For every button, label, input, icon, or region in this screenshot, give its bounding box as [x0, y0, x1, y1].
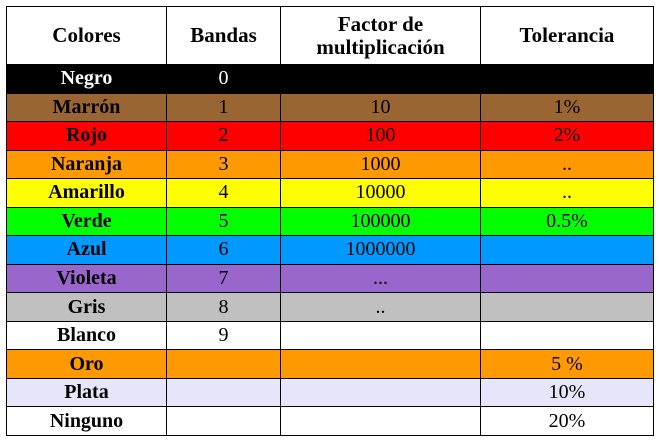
- cell-factor: [280, 349, 481, 379]
- table-row: Ninguno 20%: [6, 406, 654, 436]
- cell-color: Amarillo: [6, 178, 167, 208]
- cell-color: Blanco: [6, 320, 167, 351]
- cell-color: Violeta: [6, 263, 167, 294]
- table-row: Oro 5 %: [6, 349, 654, 379]
- cell-banda: 8: [166, 292, 281, 322]
- cell-tolerancia: ..: [480, 149, 654, 180]
- cell-color: Verde: [6, 206, 167, 237]
- table-row: Verde 5 100000 0.5%: [6, 206, 654, 237]
- cell-color: Marrón: [6, 92, 167, 123]
- table-row: Rojo 2 100 2%: [6, 121, 654, 151]
- cell-color: Ninguno: [6, 406, 167, 436]
- cell-factor: [280, 377, 481, 408]
- cell-factor: 10: [280, 92, 481, 123]
- cell-tolerancia: 0.5%: [480, 206, 654, 237]
- cell-factor: 100000: [280, 206, 481, 237]
- header-bandas: Bandas: [166, 6, 281, 65]
- table-row: Amarillo 4 10000..: [6, 178, 654, 208]
- cell-factor: 100: [280, 121, 481, 151]
- cell-tolerancia: [480, 292, 654, 322]
- cell-factor: 10000: [280, 178, 481, 208]
- table-row: Naranja 3 1000..: [6, 149, 654, 180]
- cell-tolerancia: ..: [480, 178, 654, 208]
- cell-color: Naranja: [6, 149, 167, 180]
- cell-banda: 0: [166, 64, 281, 94]
- header-factor-line1: Factor de: [337, 12, 424, 37]
- cell-banda: 7: [166, 263, 281, 294]
- header-colores: Colores: [6, 6, 167, 65]
- table-row: Marrón 1 10 1%: [6, 92, 654, 123]
- cell-banda: [166, 377, 281, 408]
- cell-color: Gris: [6, 292, 167, 322]
- header-row: Colores Bandas Factor de multiplicación …: [6, 6, 654, 65]
- table-row: Plata 10%: [6, 377, 654, 408]
- cell-banda: 3: [166, 149, 281, 180]
- cell-tolerancia: 20%: [480, 406, 654, 436]
- cell-tolerancia: 1%: [480, 92, 654, 123]
- cell-banda: [166, 406, 281, 436]
- cell-tolerancia: [480, 235, 654, 265]
- table-row: Blanco 9: [6, 320, 654, 351]
- cell-banda: 6: [166, 235, 281, 265]
- cell-banda: [166, 349, 281, 379]
- table-row: Negro 0: [6, 64, 654, 94]
- table-row: Violeta 7...: [6, 263, 654, 294]
- table-row: Gris 8..: [6, 292, 654, 322]
- cell-tolerancia: [480, 263, 654, 294]
- cell-color: Rojo: [6, 121, 167, 151]
- cell-tolerancia: 2%: [480, 121, 654, 151]
- header-factor-line2: multiplicación: [316, 34, 445, 59]
- cell-tolerancia: 10%: [480, 377, 654, 408]
- cell-tolerancia: [480, 64, 654, 94]
- cell-color: Oro: [6, 349, 167, 379]
- cell-color: Negro: [6, 64, 167, 94]
- cell-color: Azul: [6, 235, 167, 265]
- cell-banda: 2: [166, 121, 281, 151]
- cell-factor: [280, 64, 481, 94]
- cell-factor: [280, 320, 481, 351]
- resistor-color-table: Colores Bandas Factor de multiplicación …: [6, 6, 654, 436]
- cell-tolerancia: [480, 320, 654, 351]
- cell-banda: 4: [166, 178, 281, 208]
- cell-factor: 1000: [280, 149, 481, 180]
- cell-factor: ..: [280, 292, 481, 322]
- cell-banda: 9: [166, 320, 281, 351]
- header-tolerancia: Tolerancia: [480, 6, 654, 65]
- cell-tolerancia: 5 %: [480, 349, 654, 379]
- header-factor: Factor de multiplicación: [280, 6, 481, 65]
- cell-factor: [280, 406, 481, 436]
- cell-banda: 5: [166, 206, 281, 237]
- table-row: Azul 6 1000000: [6, 235, 654, 265]
- cell-factor: 1000000: [280, 235, 481, 265]
- cell-banda: 1: [166, 92, 281, 123]
- cell-color: Plata: [6, 377, 167, 408]
- cell-factor: ...: [280, 263, 481, 294]
